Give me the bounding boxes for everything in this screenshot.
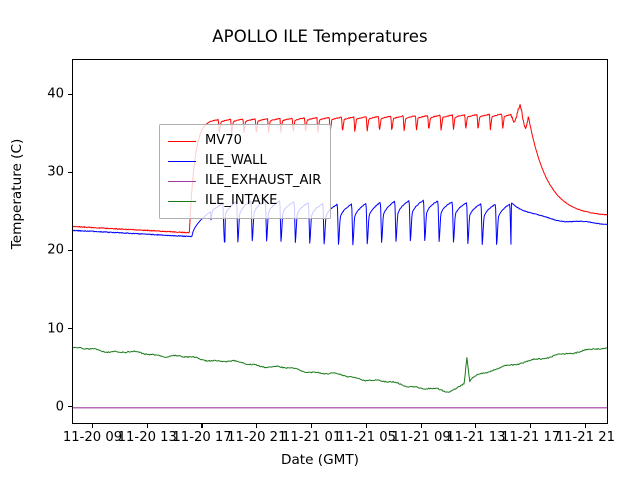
x-tick-label: 11-20 21 xyxy=(227,430,287,445)
y-tick-mark xyxy=(68,406,72,408)
legend-label-ile-intake: ILE_INTAKE xyxy=(205,193,278,209)
series-line-ile-intake xyxy=(73,346,607,393)
legend-label-ile-exhaust-air: ILE_EXHAUST_AIR xyxy=(205,173,322,189)
y-tick-label: 30 xyxy=(47,164,64,180)
legend-swatch-mv70 xyxy=(168,140,196,142)
x-tick-mark xyxy=(201,424,203,428)
y-tick-mark xyxy=(68,328,72,330)
x-tick-label: 11-21 21 xyxy=(555,430,616,445)
x-tick-label: 11-21 05 xyxy=(336,430,396,445)
legend: MV70 ILE_WALL ILE_EXHAUST_AIR ILE_INTAKE xyxy=(159,124,332,219)
legend-label-ile-wall: ILE_WALL xyxy=(205,153,267,169)
legend-swatch-ile-intake xyxy=(168,200,196,202)
legend-entry-ile-intake: ILE_INTAKE xyxy=(168,191,321,211)
plot-svg xyxy=(73,103,607,409)
legend-swatch-ile-exhaust-air xyxy=(168,180,196,182)
y-tick-label: 40 xyxy=(47,86,64,102)
x-tick-label: 11-20 09 xyxy=(62,430,123,445)
legend-swatch-ile-wall xyxy=(168,160,196,162)
x-axis-label: Date (GMT) xyxy=(281,452,359,468)
y-tick-mark xyxy=(68,249,72,252)
page-title: APOLLO ILE Temperatures xyxy=(212,27,428,46)
legend-label-mv70: MV70 xyxy=(205,133,242,149)
x-tick-mark xyxy=(310,424,313,428)
y-tick-label: 10 xyxy=(47,321,64,337)
x-tick-label: 11-21 13 xyxy=(446,430,506,445)
plot-area: MV70 ILE_WALL ILE_EXHAUST_AIR ILE_INTAKE xyxy=(72,59,608,424)
y-tick-mark xyxy=(68,171,72,173)
legend-entry-mv70: MV70 xyxy=(168,131,321,151)
x-tick-label: 11-21 01 xyxy=(281,430,342,445)
x-tick-mark xyxy=(530,424,532,428)
y-tick-mark xyxy=(68,93,72,95)
legend-entry-ile-wall: ILE_WALL xyxy=(168,151,321,171)
x-tick-mark xyxy=(256,424,258,428)
x-tick-mark xyxy=(146,424,148,428)
series-line-mv70 xyxy=(73,103,607,234)
y-tick-label: 0 xyxy=(55,399,64,415)
x-tick-mark xyxy=(584,424,586,428)
x-tick-label: 11-21 09 xyxy=(391,430,451,445)
series-line-ile-wall xyxy=(73,199,607,246)
legend-entry-ile-exhaust-air: ILE_EXHAUST_AIR xyxy=(168,171,321,191)
x-tick-mark xyxy=(475,424,477,428)
x-tick-mark xyxy=(91,424,94,428)
x-tick-label: 11-21 17 xyxy=(500,430,561,445)
y-tick-label: 20 xyxy=(47,242,64,258)
x-tick-label: 11-20 13 xyxy=(117,430,177,445)
x-tick-mark xyxy=(420,424,422,428)
y-axis-label: Temperature (C) xyxy=(9,138,25,250)
x-tick-label: 11-20 17 xyxy=(172,430,232,445)
x-tick-mark xyxy=(365,424,367,428)
